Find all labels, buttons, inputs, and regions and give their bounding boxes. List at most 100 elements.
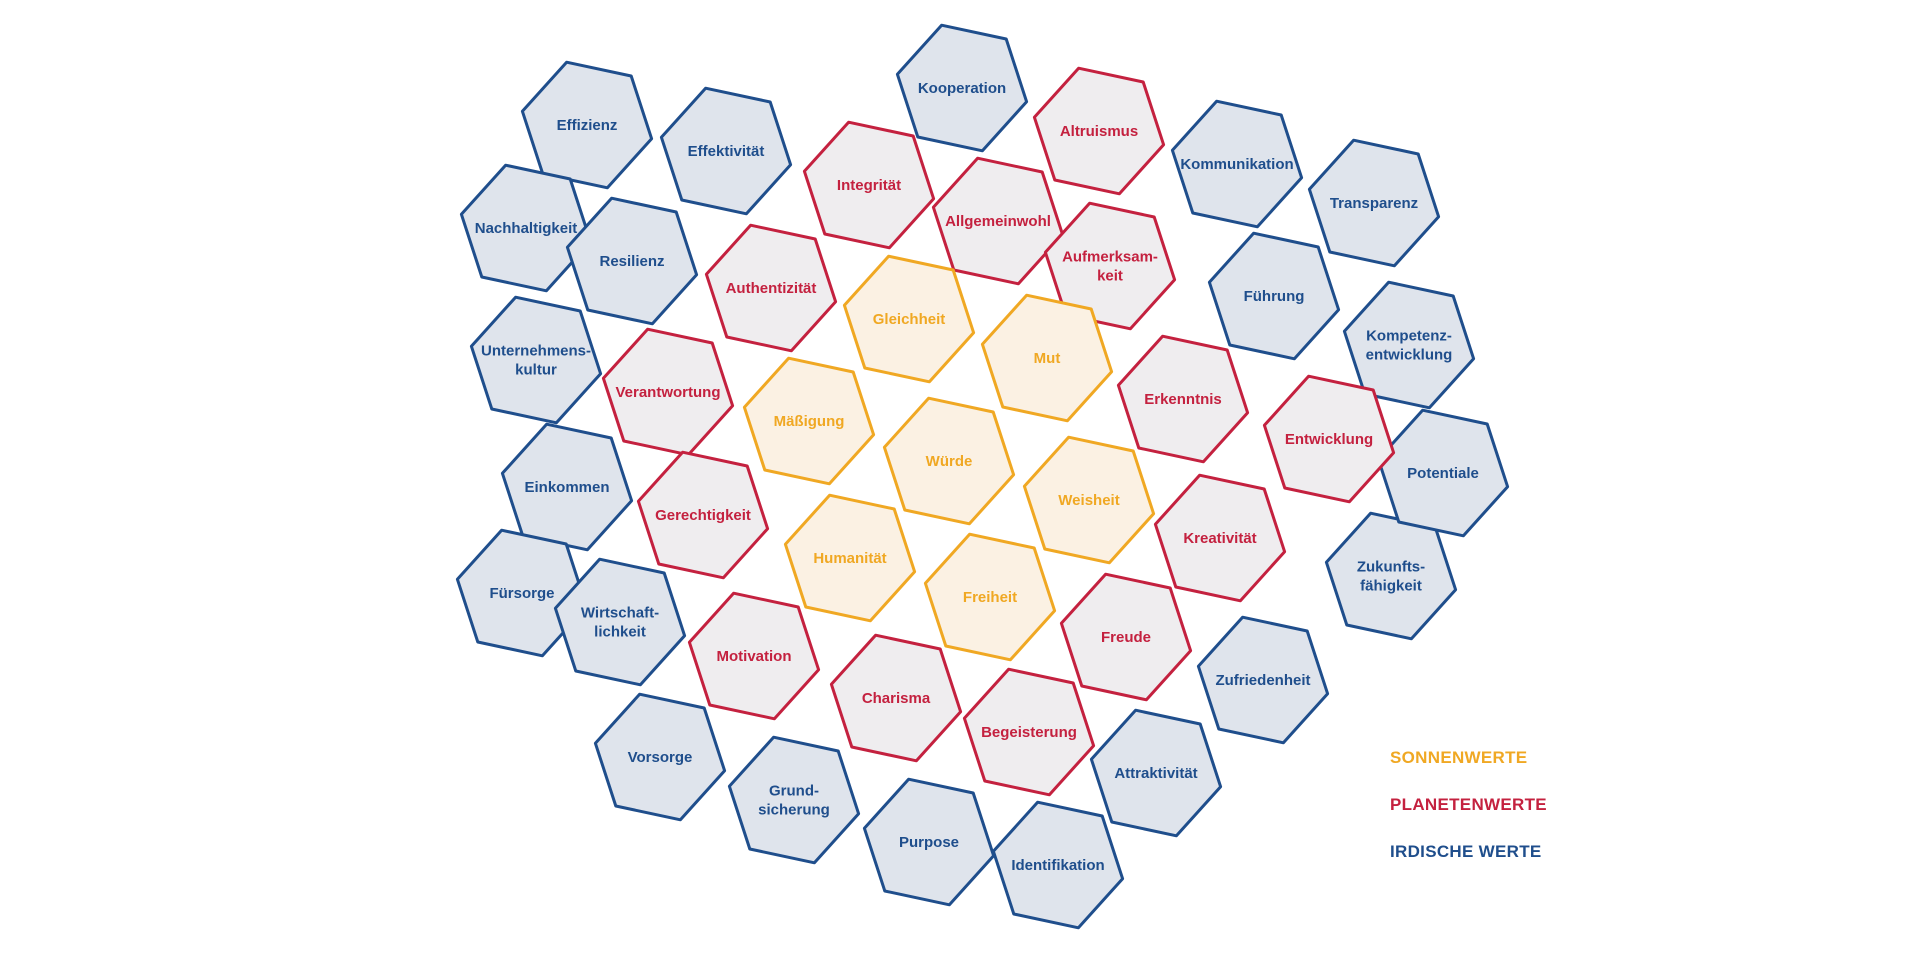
hexagon-label: Fürsorge [489, 585, 554, 602]
hexagon-label-line: Unternehmens- [481, 343, 591, 360]
hexagon-label-line: Effizienz [557, 117, 618, 134]
hexagon-label-line: Weisheit [1058, 492, 1119, 509]
hexagon-shape [1324, 511, 1458, 641]
hexagon-label: Vorsorge [628, 749, 693, 766]
hexagon-label: Zukunfts-fähigkeit [1357, 559, 1425, 595]
hexagon-label-line: kultur [515, 362, 557, 379]
hexagon-shape [962, 667, 1096, 797]
value-hexagon-verantwortung: Verantwortung [601, 327, 735, 457]
hexagon-shape [553, 557, 687, 687]
hexagon-shape [565, 196, 699, 326]
hexagon-label: Altruismus [1060, 123, 1138, 140]
hexagon-label-line: Allgemeinwohl [945, 213, 1051, 230]
hexagon-label-line: Altruismus [1060, 123, 1138, 140]
value-hexagon-freude: Freude [1059, 572, 1193, 702]
value-hexagon-aufmerksamkeit: Aufmerksam-keit [1043, 201, 1177, 331]
hexagon-shape [931, 156, 1065, 286]
value-hexagon-allgemeinwohl: Allgemeinwohl [931, 156, 1065, 286]
hexagon-label: Transparenz [1330, 195, 1418, 212]
value-hexagon-effektivitaet: Effektivität [659, 86, 793, 216]
hexagon-shape [659, 86, 793, 216]
hexagon-shape [593, 692, 727, 822]
value-hexagon-humanitaet: Humanität [783, 493, 917, 623]
hexagon-label-line: Kooperation [918, 80, 1006, 97]
value-hexagon-kommunikation: Kommunikation [1170, 99, 1304, 229]
hexagon-shape [1262, 374, 1396, 504]
value-hexagon-weisheit: Weisheit [1022, 435, 1156, 565]
legend-irdische-werte: IRDISCHE WERTE [1390, 842, 1542, 861]
hexagon-shape [923, 532, 1057, 662]
hexagon-label: Freude [1101, 629, 1151, 646]
hexagon-label-line: Entwicklung [1285, 431, 1373, 448]
legend: SONNENWERTE PLANETENWERTE IRDISCHE WERTE [1390, 746, 1547, 887]
hexagon-shape [455, 528, 589, 658]
hexagon-label: Grund-sicherung [758, 783, 830, 819]
hexagon-label: Effizienz [557, 117, 618, 134]
hexagon-label: Attraktivität [1114, 765, 1197, 782]
value-hexagon-einkommen: Einkommen [500, 422, 634, 552]
hexagon-label-line: Kommunikation [1180, 156, 1293, 173]
hexagon-label-line: Gerechtigkeit [655, 507, 751, 524]
hexagon-label: Kommunikation [1180, 156, 1293, 173]
hexagon-label: Resilienz [599, 253, 664, 270]
hexagon-shape [1043, 201, 1177, 331]
hexagon-shape [1196, 615, 1330, 745]
value-hexagon-mut: Mut [980, 293, 1114, 423]
hexagon-shape [1153, 473, 1287, 603]
hexagon-label: Gerechtigkeit [655, 507, 751, 524]
value-hexagon-transparenz: Transparenz [1307, 138, 1441, 268]
hexagon-label-line: Grund- [769, 783, 819, 800]
hexagon-label-line: Zufriedenheit [1215, 672, 1310, 689]
hexagon-label-line: Effektivität [688, 143, 765, 160]
hexagon-label: Authentizität [726, 280, 817, 297]
value-hexagon-zukunftsfaehigkeit: Zukunfts-fähigkeit [1324, 511, 1458, 641]
hexagon-label: Entwicklung [1285, 431, 1373, 448]
hexagon-label: Mäßigung [774, 413, 845, 430]
value-hexagon-gleichheit: Gleichheit [842, 254, 976, 384]
hexagon-label: Effektivität [688, 143, 765, 160]
hexagon-label-line: Einkommen [524, 479, 609, 496]
hexagon-label-line: Aufmerksam- [1062, 249, 1158, 266]
value-hexagon-gerechtigkeit: Gerechtigkeit [636, 450, 770, 580]
hexagon-shape [991, 800, 1125, 930]
hexagon-label-line: Resilienz [599, 253, 664, 270]
hexagon-label: Identifikation [1011, 857, 1104, 874]
hexagon-shape [742, 356, 876, 486]
hexagon-shape [687, 591, 821, 721]
hexagon-shape [783, 493, 917, 623]
legend-sonnenwerte: SONNENWERTE [1390, 748, 1528, 767]
hexagon-shape [500, 422, 634, 552]
hexagon-label: Gleichheit [873, 311, 946, 328]
value-hexagon-grundsicherung: Grund-sicherung [727, 735, 861, 865]
value-hexagon-erkenntnis: Erkenntnis [1116, 334, 1250, 464]
hexagon-label-line: Würde [926, 453, 973, 470]
hexagon-label-line: lichkeit [594, 624, 646, 641]
hexagon-label: Potentiale [1407, 465, 1479, 482]
hexagon-label-line: Erkenntnis [1144, 391, 1222, 408]
hexagon-label-line: Fürsorge [489, 585, 554, 602]
hexagon-label-line: Verantwortung [615, 384, 720, 401]
value-hexagon-kompetenzentwicklung: Kompetenz-entwicklung [1342, 280, 1476, 410]
hexagon-label-line: Mut [1034, 350, 1061, 367]
hexagon-label: Motivation [717, 648, 792, 665]
hexagon-label-line: sicherung [758, 802, 830, 819]
hexagon-shape [520, 60, 654, 190]
hexagon-label: Verantwortung [615, 384, 720, 401]
value-hexagon-motivation: Motivation [687, 591, 821, 721]
value-hexagon-altruismus: Altruismus [1032, 66, 1166, 196]
hexagon-label: Purpose [899, 834, 959, 851]
value-hexagon-fuersorge: Fürsorge [455, 528, 589, 658]
hexagon-label: Wirtschaft-lichkeit [581, 605, 659, 641]
hexagon-label: Humanität [813, 550, 886, 567]
hexagon-shape [1207, 231, 1341, 361]
hexagon-label-line: Charisma [862, 690, 931, 707]
hexagon-shape [1032, 66, 1166, 196]
hexagon-label-line: Purpose [899, 834, 959, 851]
hexagon-label: Nachhaltigkeit [475, 220, 578, 237]
hexagon-label-line: fähigkeit [1360, 578, 1422, 595]
value-hexagon-maessigung: Mäßigung [742, 356, 876, 486]
value-hexagon-identifikation: Identifikation [991, 800, 1125, 930]
hexagon-shape [980, 293, 1114, 423]
hexagon-label-line: Motivation [717, 648, 792, 665]
